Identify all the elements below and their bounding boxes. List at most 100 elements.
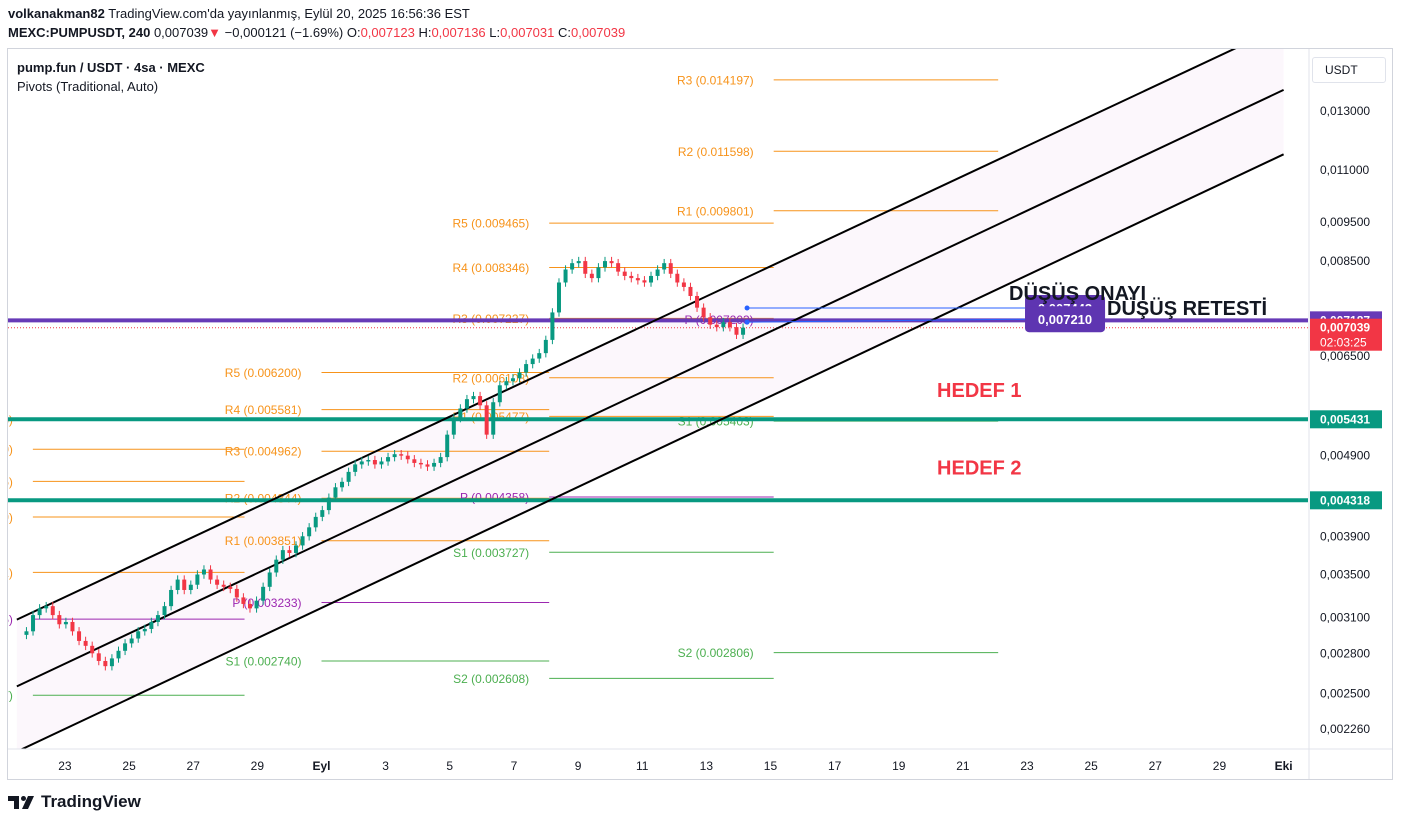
pivot-label: (0.002487) <box>0 689 13 703</box>
pivot-label: R1 (0.005477) <box>452 410 529 424</box>
price-tick-label: 0,002500 <box>1320 686 1370 700</box>
candle-body <box>340 481 345 488</box>
pivot-label: R2 (0.006108) <box>452 371 529 385</box>
candle-body <box>261 586 266 601</box>
candle-body <box>247 603 252 609</box>
candle <box>563 265 568 287</box>
price-label-text: 0,007039 <box>1320 321 1370 335</box>
candle <box>37 604 42 620</box>
open-value: 0,007123 <box>360 25 415 40</box>
high-label: H: <box>418 25 432 40</box>
candle <box>478 391 483 410</box>
candle <box>708 313 713 329</box>
candle-body <box>484 405 489 435</box>
candle <box>405 451 410 464</box>
last-price: 0,007039 <box>153 25 209 40</box>
candle <box>31 610 36 636</box>
candle <box>149 617 154 634</box>
candle <box>517 368 522 383</box>
candle <box>432 458 437 471</box>
callout-connector <box>747 318 1026 323</box>
candle <box>366 455 371 466</box>
candle <box>136 627 141 643</box>
candle <box>83 636 88 651</box>
candle-body <box>504 381 509 386</box>
candle <box>662 258 667 274</box>
candle-body <box>478 396 483 406</box>
candle <box>57 610 62 629</box>
candle <box>182 575 187 595</box>
currency-button[interactable]: USDT <box>1312 57 1386 83</box>
candle-body <box>602 261 607 268</box>
candle-body <box>175 579 180 590</box>
pivot-label: R3 (0.014197) <box>677 73 754 87</box>
pivot-label: R3 (0.004962) <box>225 445 302 459</box>
time-tick-label: 19 <box>892 759 906 773</box>
chart-legend-indicator[interactable]: Pivots (Traditional, Auto) <box>17 79 159 94</box>
candle <box>642 276 647 287</box>
candle <box>267 568 272 592</box>
target-label: HEDEF 2 <box>937 457 1021 479</box>
candle-body <box>96 653 101 661</box>
low-value: 0,007031 <box>500 25 555 40</box>
time-tick-label: 9 <box>575 759 582 773</box>
candle-body <box>313 516 318 528</box>
close-value: 0,007039 <box>571 25 626 40</box>
author-name[interactable]: volkanakman82 <box>8 6 105 21</box>
candle-body <box>714 324 719 328</box>
candle-body <box>471 396 476 400</box>
candle-body <box>169 589 174 607</box>
candle-body <box>109 658 114 667</box>
candle <box>438 452 443 468</box>
time-tick-label: 29 <box>1213 759 1227 773</box>
candle <box>491 398 496 439</box>
candle <box>24 627 29 640</box>
candle <box>353 460 358 477</box>
time-tick-label: 21 <box>956 759 970 773</box>
candle-body <box>287 550 292 553</box>
pivot-label: S1 (0.002740) <box>225 654 301 668</box>
candle-body <box>721 322 726 328</box>
candle-body <box>412 459 417 463</box>
candle-body <box>103 660 108 667</box>
candle-body <box>491 402 496 435</box>
candle <box>208 565 213 584</box>
candle-body <box>537 353 542 359</box>
candle-body <box>182 579 187 590</box>
pivot-label: S2 (0.002608) <box>453 672 529 686</box>
candle <box>103 656 108 671</box>
candle <box>589 269 594 283</box>
candle-body <box>438 457 443 463</box>
candle-body <box>695 295 700 308</box>
candle <box>201 565 206 579</box>
time-tick-label: 25 <box>1085 759 1099 773</box>
candle <box>688 282 693 301</box>
candle-body <box>734 327 739 335</box>
candle <box>333 483 338 502</box>
candle-body <box>129 638 134 644</box>
candle <box>287 545 292 558</box>
candle-body <box>149 621 154 629</box>
candle-body <box>188 584 193 590</box>
candle <box>142 624 147 636</box>
candle-body <box>162 606 167 616</box>
chart-legend-symbol[interactable]: pump.fun / USDT · 4sa · MEXC <box>17 60 205 75</box>
candle-body <box>136 631 141 639</box>
symbol-label: MEXC:PUMPUSDT, 240 <box>8 25 151 40</box>
candle <box>215 575 220 590</box>
candle-body <box>556 282 561 313</box>
candle-body <box>688 286 693 296</box>
candle-body <box>50 606 55 616</box>
candle-body <box>622 271 627 276</box>
tradingview-logo[interactable]: TradingView <box>8 792 141 812</box>
candle <box>346 467 351 487</box>
candle-body <box>635 278 640 281</box>
candle <box>510 374 515 386</box>
time-tick-label: 29 <box>251 759 265 773</box>
candle-body <box>24 631 29 635</box>
price-axis: 0,013000 0,011000 0,009500 0,008500 0,006500… <box>1308 49 1382 779</box>
price-tick-label: 0,009500 <box>1320 215 1370 229</box>
candle-body <box>366 460 371 462</box>
candle-body <box>681 282 686 287</box>
